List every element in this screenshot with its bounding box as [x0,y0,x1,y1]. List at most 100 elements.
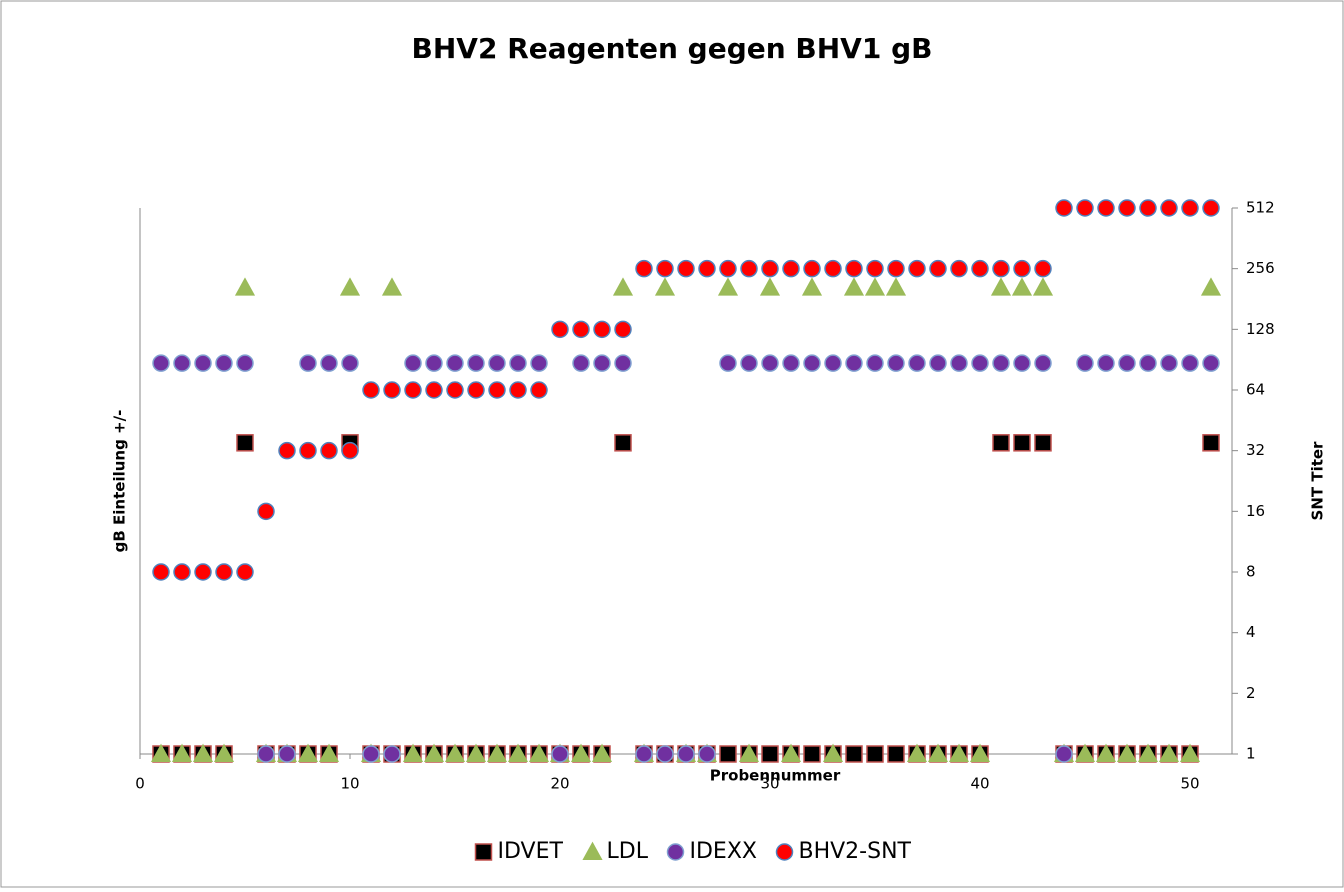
point [780,743,802,762]
point [887,354,905,372]
point [341,441,359,460]
point [740,354,758,372]
point [948,743,970,762]
point [278,441,296,460]
point [1139,199,1157,217]
point [635,745,653,763]
point [845,354,863,372]
point [507,743,529,762]
point [444,743,466,762]
point [929,354,947,372]
point [885,277,907,296]
legend-marker [775,843,794,861]
point [677,745,695,763]
point [1160,354,1178,372]
point [654,277,676,296]
point [423,743,445,762]
point [528,743,550,762]
point [1013,259,1031,278]
point [656,259,674,278]
point [152,354,170,372]
point [845,259,863,278]
point [383,745,401,763]
point [698,259,716,278]
point [1179,743,1201,762]
point [150,743,172,762]
x-tick-label: 20 [550,775,569,793]
point [719,745,737,763]
point [866,745,884,763]
point [465,743,487,762]
point [677,259,695,278]
point [782,259,800,278]
point [866,354,884,372]
point [698,745,716,763]
point [446,381,464,399]
point [782,354,800,372]
x-tick-label: 0 [135,775,145,793]
point [1055,745,1073,763]
point [234,277,256,296]
point [1139,354,1157,372]
point [824,354,842,372]
point [320,441,338,460]
point [1202,354,1220,372]
point [362,745,380,763]
point [299,354,317,372]
y2-tick-label: 2 [1246,684,1256,702]
point [990,277,1012,296]
y2-axis-label: SNT Titer [1309,441,1327,521]
legend-label: BHV2-SNT [799,839,912,864]
chart-title: BHV2 Reagenten gegen BHV1 gB [412,32,933,65]
point [801,277,823,296]
point [467,354,485,372]
point [719,259,737,278]
legend-marker [582,841,603,860]
point [173,563,191,581]
y2-tick-label: 8 [1246,563,1256,581]
point [717,277,739,296]
point [950,259,968,278]
point [761,354,779,372]
point [1095,743,1117,762]
y2-tick-label: 512 [1246,199,1275,217]
point [572,354,590,372]
point [509,354,527,372]
point [1158,743,1180,762]
point [908,259,926,278]
point [488,354,506,372]
point [486,743,508,762]
point [173,354,191,372]
point [845,745,863,763]
y2-tick-label: 16 [1246,502,1265,520]
point [425,354,443,372]
point [1034,434,1052,452]
point [1013,434,1031,452]
point [1137,743,1159,762]
point [906,743,928,762]
point [192,743,214,762]
point [1076,354,1094,372]
point [381,277,403,296]
point [299,441,317,460]
point [318,743,340,762]
point [1097,199,1115,217]
point [446,354,464,372]
point [740,259,758,278]
point [467,381,485,399]
point [297,743,319,762]
point [927,743,949,762]
point [1076,199,1094,217]
point [929,259,947,278]
point [570,743,592,762]
x-tick-label: 50 [1180,775,1199,793]
point [593,320,611,339]
y2-tick-label: 1 [1246,745,1256,763]
legend-marker [666,843,685,861]
point [950,354,968,372]
point [614,320,632,339]
point [1202,199,1220,217]
x-tick-label: 30 [760,775,779,793]
point [530,381,548,399]
